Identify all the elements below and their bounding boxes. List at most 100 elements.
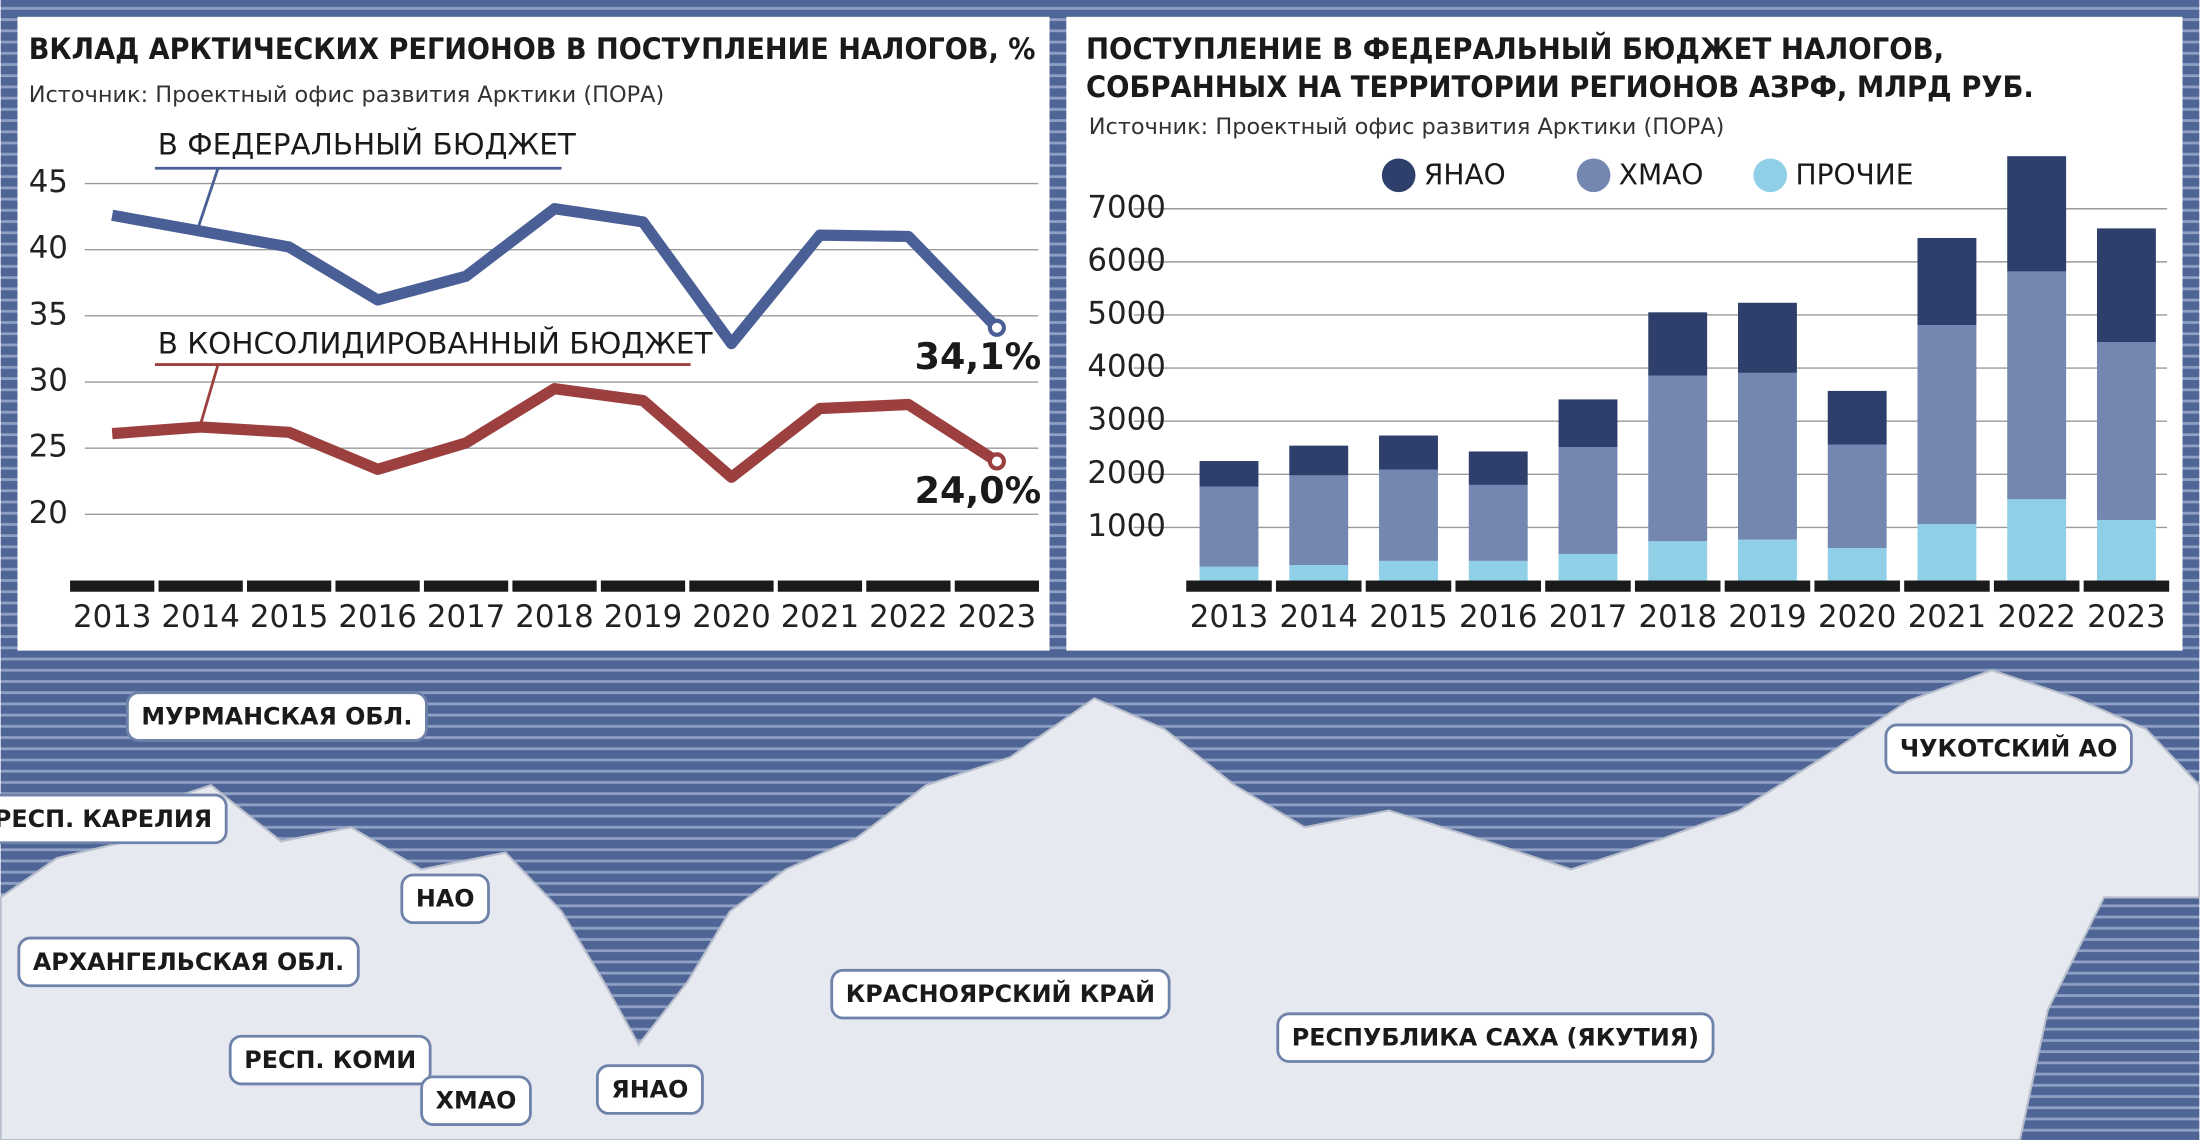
y-tick-label: 7000	[1087, 189, 1165, 225]
y-tick-label: 4000	[1087, 349, 1165, 385]
legend-label: ПРОЧИЕ	[1795, 159, 1913, 192]
axis-band	[954, 580, 1040, 592]
x-tick-label: 2020	[1818, 599, 1896, 635]
axis-band	[512, 580, 597, 592]
axis-band	[1634, 580, 1721, 592]
end-point	[987, 452, 1006, 471]
x-tick-label: 2017	[1549, 599, 1627, 635]
x-tick-label: 2018	[515, 599, 593, 635]
axis-band	[1455, 580, 1541, 592]
map-label: ЯНАО	[611, 1075, 688, 1103]
map-label: МУРМАНСКАЯ ОБЛ.	[141, 702, 412, 730]
bar-segment	[2007, 156, 2067, 272]
bar-segment	[1917, 524, 1977, 581]
bar-segment	[1917, 237, 1977, 326]
bar-segment	[1289, 475, 1349, 566]
x-tick-label: 2020	[692, 599, 770, 635]
bar-segment	[2096, 519, 2156, 581]
axis-band	[1814, 580, 1900, 592]
axis-band	[866, 580, 951, 592]
map-label: КРАСНОЯРСКИЙ КРАЙ	[846, 980, 1155, 1008]
chart-subtitle: Источник: Проектный офис развития Арктик…	[29, 82, 665, 108]
x-tick-label: 2016	[338, 599, 416, 635]
chart-title: СОБРАННЫХ НА ТЕРРИТОРИИ РЕГИОНОВ АЗРФ, М…	[1086, 70, 2034, 104]
axis-band	[158, 580, 243, 592]
bar-segment	[1738, 539, 1797, 581]
map-label: РЕСПУБЛИКА САХА (ЯКУТИЯ)	[1292, 1024, 1699, 1052]
map-label-box	[420, 1075, 532, 1126]
y-tick-label: 20	[29, 495, 68, 531]
bar-segment	[1648, 312, 1708, 376]
axis-band	[1724, 580, 1811, 592]
value-label: 34,1%	[915, 335, 1041, 378]
map-label-box	[595, 1064, 704, 1115]
axis-band	[247, 580, 332, 592]
bar-segment	[1558, 399, 1618, 448]
y-tick-label: 1000	[1087, 508, 1165, 544]
bar-segment	[1468, 451, 1528, 485]
map-label: АРХАНГЕЛЬСКАЯ ОБЛ.	[33, 948, 344, 976]
bar-segment	[1289, 565, 1349, 581]
callout	[154, 166, 562, 232]
bar-segment	[1917, 325, 1977, 525]
map-label: РЕСП. КОМИ	[244, 1046, 416, 1074]
map-label-box	[228, 1034, 432, 1086]
x-tick-label: 2015	[250, 599, 328, 635]
bar-segment	[2007, 271, 2067, 500]
x-tick-label: 2013	[73, 599, 151, 635]
axis-band	[1186, 580, 1272, 592]
bar-segment	[1468, 484, 1528, 561]
axis-band	[423, 580, 509, 592]
x-tick-label: 2023	[2087, 599, 2165, 635]
x-tick-label: 2014	[161, 599, 239, 635]
bar-segment	[1199, 566, 1259, 581]
legend-label: ЯНАО	[1424, 159, 1506, 192]
line-series	[111, 383, 1000, 483]
panel-left	[17, 16, 1050, 651]
bar-segment	[1738, 302, 1797, 373]
bar-segment	[1468, 560, 1528, 581]
line-series	[111, 203, 1001, 350]
axis-band	[1365, 580, 1452, 592]
x-tick-label: 2023	[958, 599, 1036, 635]
x-tick-label: 2019	[604, 599, 682, 635]
bar-segment	[2096, 228, 2156, 343]
y-tick-label: 6000	[1087, 242, 1165, 278]
map-label-box	[17, 936, 360, 988]
axis-band	[1993, 580, 2080, 592]
y-tick-label: 5000	[1087, 295, 1165, 331]
bar-segment	[1289, 445, 1349, 476]
x-tick-label: 2016	[1459, 599, 1537, 635]
axis-band	[1904, 580, 1990, 592]
map-label: НАО	[416, 885, 475, 913]
legend-swatch	[1381, 158, 1416, 193]
value-label: 24,0%	[915, 469, 1041, 512]
axis-band	[2083, 580, 2170, 592]
bar-segment	[1738, 372, 1797, 540]
series-label: В ФЕДЕРАЛЬНЫЙ БЮДЖЕТ	[158, 126, 577, 161]
chart-subtitle: Источник: Проектный офис развития Арктик…	[1089, 114, 1725, 140]
map-label: ЧУКОТСКИЙ АО	[1900, 735, 2117, 763]
end-point	[987, 318, 1006, 337]
map-label-box	[400, 873, 490, 925]
y-tick-label: 25	[29, 429, 68, 465]
chart-title: ВКЛАД АРКТИЧЕСКИХ РЕГИОНОВ В ПОСТУПЛЕНИЕ…	[29, 32, 1036, 66]
x-tick-label: 2015	[1369, 599, 1447, 635]
chart-title: ПОСТУПЛЕНИЕ В ФЕДЕРАЛЬНЫЙ БЮДЖЕТ НАЛОГОВ…	[1086, 31, 1944, 66]
map-label-box	[1276, 1012, 1715, 1063]
x-tick-label: 2018	[1638, 599, 1716, 635]
series-label: В КОНСОЛИДИРОВАННЫЙ БЮДЖЕТ	[158, 325, 714, 360]
x-tick-label: 2013	[1190, 599, 1268, 635]
y-tick-label: 2000	[1087, 455, 1165, 491]
axis-band	[689, 580, 774, 592]
y-tick-label: 35	[29, 296, 68, 332]
y-tick-label: 3000	[1087, 402, 1165, 438]
legend-swatch	[1753, 158, 1788, 193]
callout	[154, 363, 691, 428]
axis-band	[335, 580, 420, 592]
axis-band	[600, 580, 686, 592]
x-tick-label: 2021	[781, 599, 859, 635]
bar-segment	[1827, 444, 1887, 549]
bar-segment	[1199, 486, 1259, 567]
bar-segment	[1648, 375, 1708, 542]
